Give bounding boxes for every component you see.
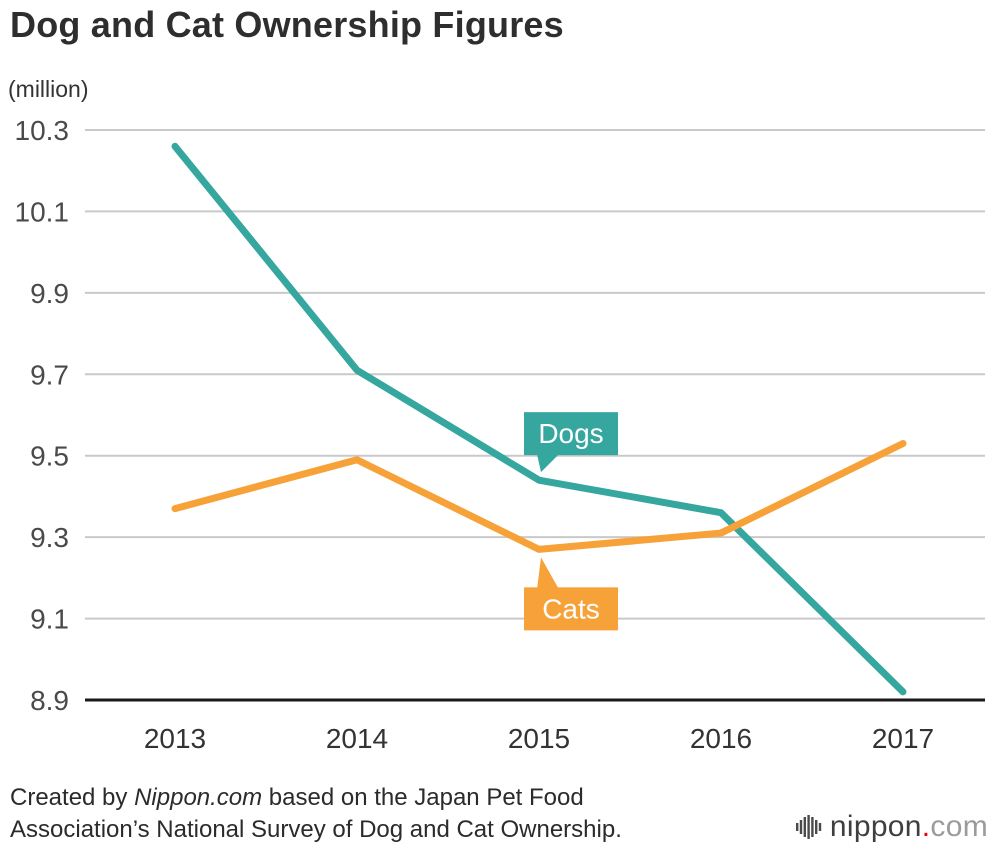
dogs-line: [171, 142, 907, 696]
x-tick-label: 2013: [144, 723, 206, 754]
y-tick-label: 9.7: [30, 359, 69, 390]
logo-text-com: com: [930, 810, 988, 843]
nippon-logo: nippon. com: [795, 810, 988, 844]
cats-line: [171, 440, 907, 553]
nippon-logo-bars-icon: [795, 815, 822, 839]
y-tick-label: 9.5: [30, 441, 69, 472]
y-axis-unit-label: (million): [8, 76, 89, 102]
credit-source: Nippon.com: [134, 784, 263, 811]
dogs-callout-label: Dogs: [538, 418, 603, 449]
chart-title: Dog and Cat Ownership Figures: [10, 4, 564, 45]
y-tick-label: 9.3: [30, 522, 69, 553]
line-chart-svg: 10.3 10.1 9.9 9.7 9.5 9.3 9.1 8.9 2013 2014 2015 20…: [15, 115, 985, 754]
credit-prefix: Created by: [10, 784, 135, 811]
logo-text-nippon: nippon: [829, 810, 922, 843]
y-tick-label: 10.3: [15, 115, 70, 146]
cats-callout-pointer: [537, 557, 559, 590]
logo-text-dot: .: [921, 810, 931, 843]
y-tick-label: 9.9: [30, 278, 69, 309]
dogs-callout-box: [524, 412, 618, 456]
x-tick-label: 2016: [690, 723, 752, 754]
cats-callout-box: [524, 587, 618, 631]
dogs-callout-pointer: [537, 454, 559, 473]
cats-callout-label: Cats: [542, 593, 600, 624]
x-tick-label: 2015: [508, 723, 570, 754]
footer-credit: Created by Nippon.com based on the Japan…: [10, 782, 670, 845]
y-tick-label: 8.9: [30, 685, 69, 716]
credit-suffix: based on the Japan Pet Food Association’…: [10, 784, 622, 843]
x-tick-label: 2017: [872, 723, 934, 754]
x-tick-label: 2014: [326, 723, 388, 754]
y-tick-label: 9.1: [30, 604, 69, 635]
y-tick-label: 10.1: [15, 196, 70, 227]
